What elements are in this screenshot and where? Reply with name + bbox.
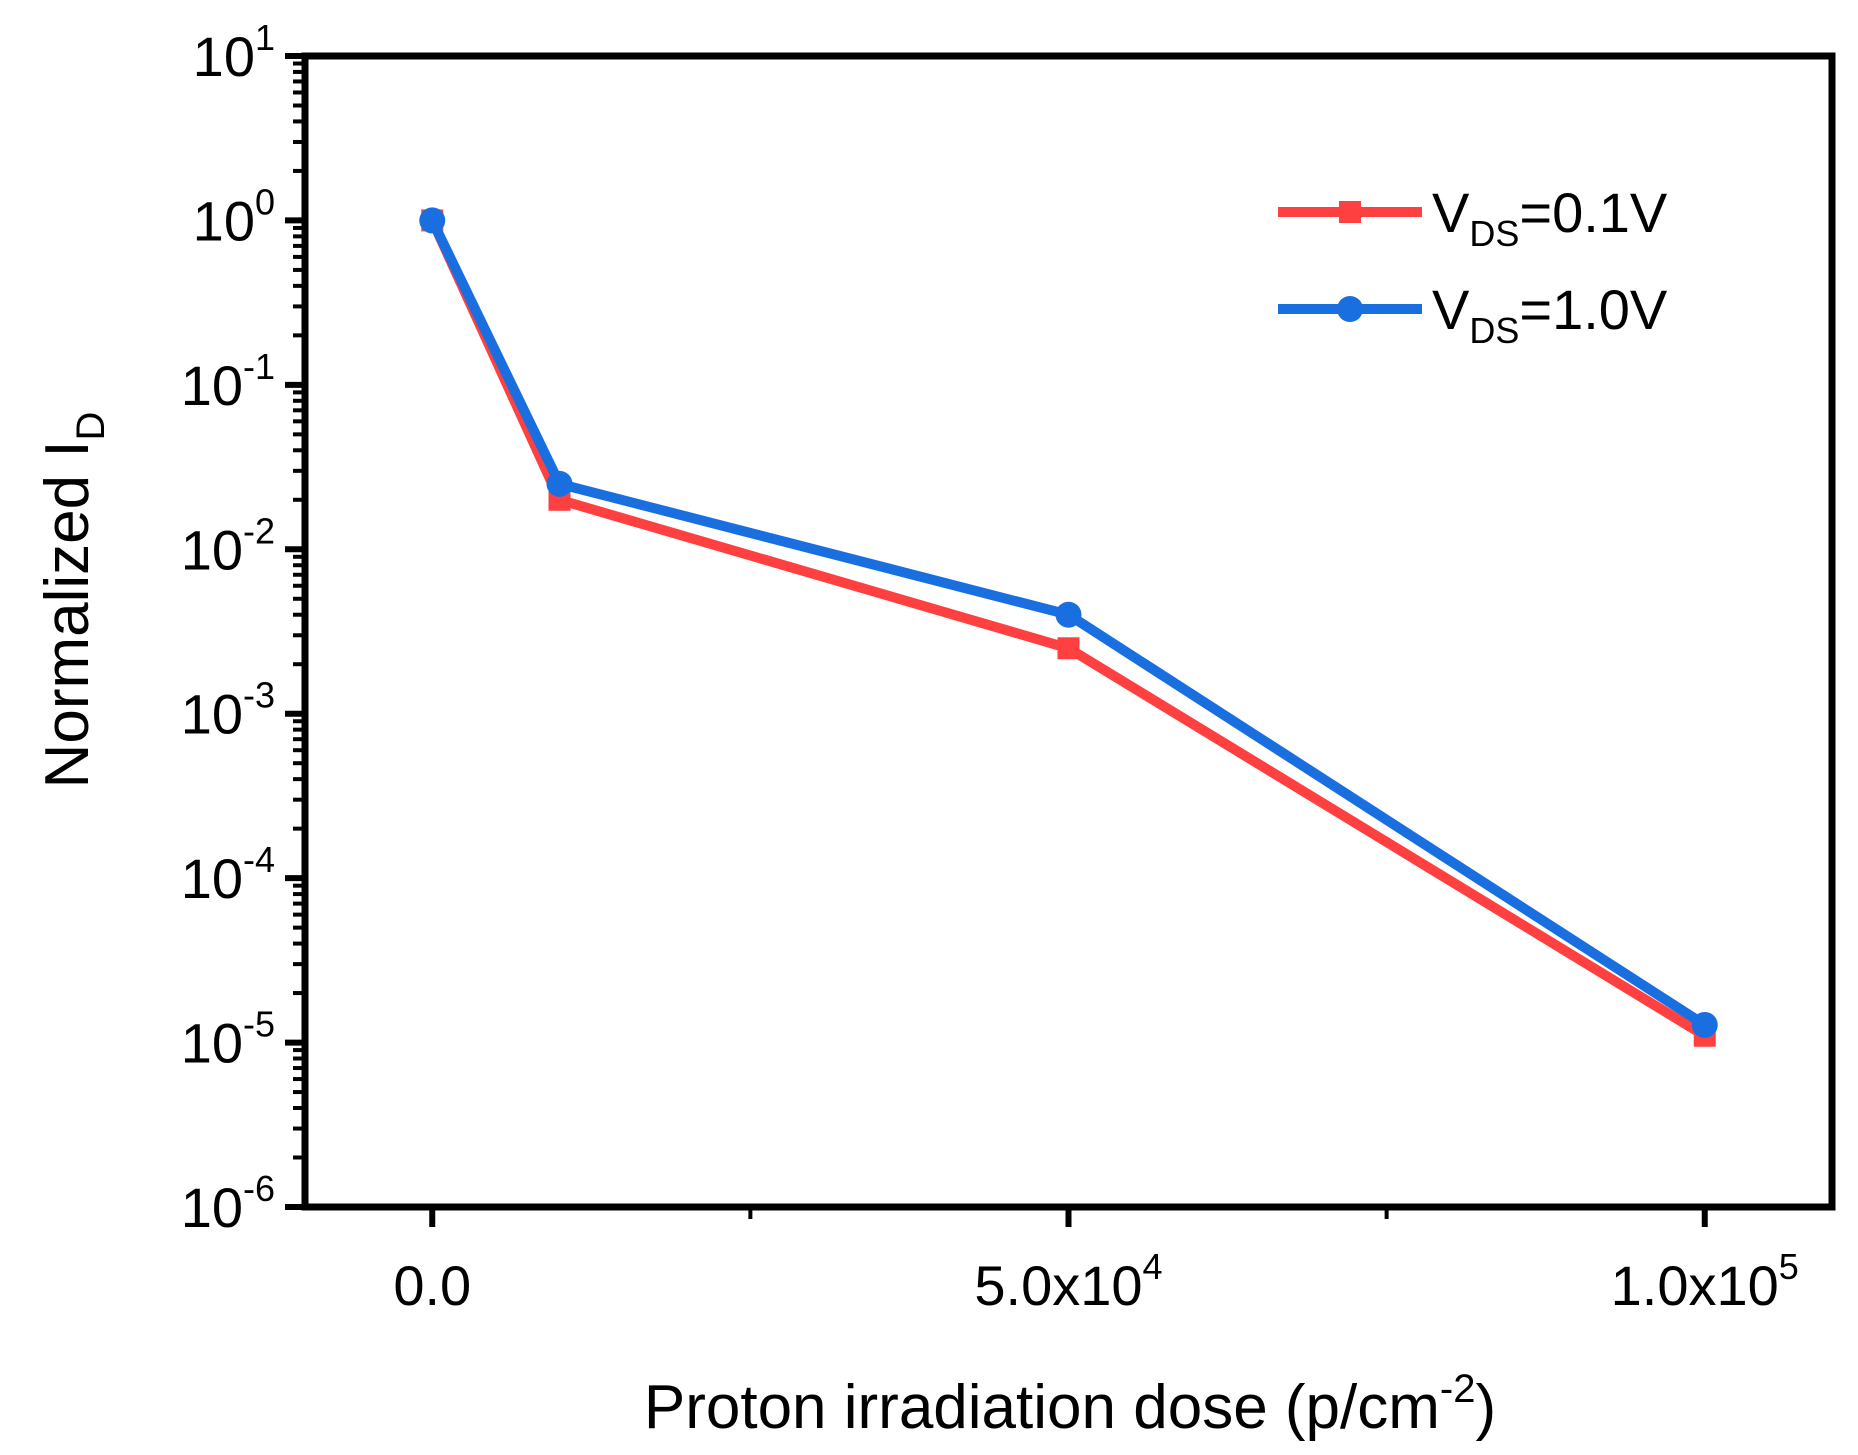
series-line-1 <box>427 218 1708 1030</box>
legend-marker-1 <box>1337 296 1363 322</box>
y-tick-label: 10-1 <box>181 346 275 417</box>
series-point-1 <box>419 207 446 234</box>
x-tick-label: 0.0 <box>393 1254 471 1317</box>
legend-label-0: VDS=0.1V <box>1432 181 1668 254</box>
y-axis-title: Normalized ID <box>33 412 113 789</box>
plot-area <box>419 207 1718 1047</box>
y-tick-label: 10-2 <box>181 510 275 581</box>
legend-marker-0 <box>1339 201 1361 223</box>
x-axis-title: Proton irradiation dose (p/cm-2) <box>644 1367 1496 1442</box>
series-point-0 <box>1057 637 1080 660</box>
y-tick-label: 10-6 <box>181 1168 275 1239</box>
y-tick-label: 10-5 <box>181 1004 275 1075</box>
legend: VDS=0.1V VDS=1.0V <box>1278 181 1668 351</box>
x-tick-label: 5.0x104 <box>974 1246 1162 1317</box>
y-tick-label: 10-4 <box>181 839 275 910</box>
y-tick-label: 101 <box>193 17 275 88</box>
series-point-1 <box>1055 601 1082 628</box>
legend-label-1: VDS=1.0V <box>1432 278 1668 351</box>
x-tick-label: 1.0x105 <box>1611 1246 1799 1317</box>
series-point-1 <box>546 470 573 497</box>
series-point-1 <box>1691 1011 1718 1038</box>
y-tick-label: 100 <box>193 181 275 252</box>
y-tick-label: 10-3 <box>181 675 275 746</box>
axes: 101 100 10-1 10-2 10-3 10-4 10-5 10-6 0.0 5.0x104… <box>181 17 1836 1317</box>
